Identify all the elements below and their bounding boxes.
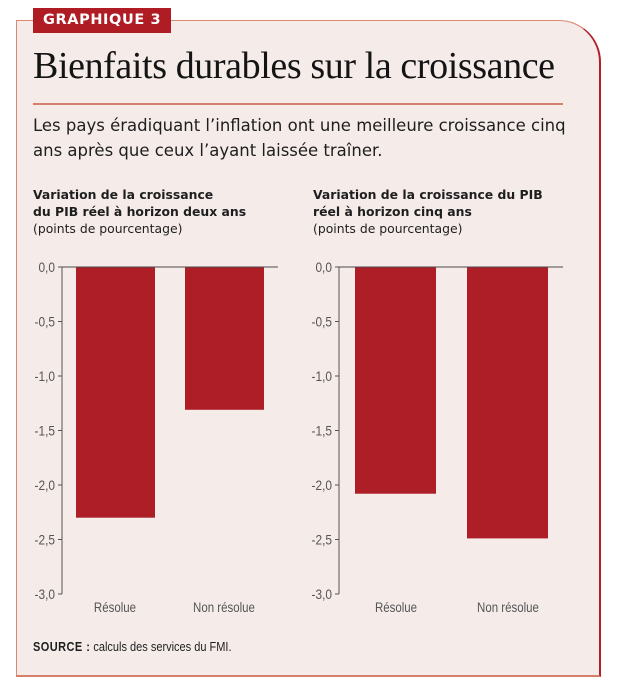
right-bar-2	[467, 267, 548, 539]
chart-title: Bienfaits durables sur la croissance	[33, 45, 555, 87]
left-bar-1	[76, 267, 155, 518]
left-y-tick-label: -3,0	[35, 586, 55, 602]
left-y-tick-label: 0,0	[38, 259, 55, 275]
right-y-tick-label: -3,0	[312, 586, 332, 602]
left-panel-title: Variation de la croissance du PIB réel à…	[33, 186, 246, 237]
right-panel-unit: (points de pourcentage)	[313, 221, 463, 236]
right-panel-title-line1: Variation de la croissance du PIB	[313, 187, 543, 202]
right-bar-1	[355, 267, 436, 494]
right-y-tick-label: -1,0	[312, 368, 332, 384]
right-panel-title: Variation de la croissance du PIB réel à…	[313, 186, 543, 237]
figure-badge: GRAPHIQUE 3	[33, 8, 172, 33]
left-bar-2	[185, 267, 264, 410]
right-y-tick-label: 0,0	[315, 259, 332, 275]
right-panel-title-line2: réel à horizon cinq ans	[313, 204, 472, 219]
right-category-label: Résolue	[375, 599, 417, 615]
right-y-tick-label: -2,5	[312, 532, 332, 548]
left-category-label: Non résolue	[193, 599, 255, 615]
left-panel-unit: (points de pourcentage)	[33, 221, 183, 236]
left-category-label: Résolue	[94, 599, 136, 615]
right-y-tick-label: -0,5	[312, 314, 332, 330]
left-y-tick-label: -1,5	[35, 423, 55, 439]
source-label: SOURCE :	[33, 640, 91, 654]
left-panel-title-line2: du PIB réel à horizon deux ans	[33, 204, 247, 219]
right-y-tick-label: -1,5	[312, 423, 332, 439]
source-note: SOURCE : calculs des services du FMI.	[33, 640, 232, 654]
title-divider	[33, 103, 563, 105]
chart-subtitle: Les pays éradiquant l’inflation ont une …	[33, 116, 566, 160]
left-y-tick-label: -0,5	[35, 314, 55, 330]
right-category-label: Non résolue	[477, 599, 539, 615]
left-y-tick-label: -1,0	[35, 368, 55, 384]
source-text: calculs des services du FMI.	[90, 640, 232, 654]
left-panel-title-line1: Variation de la croissance	[33, 187, 214, 202]
left-y-tick-label: -2,0	[35, 477, 55, 493]
right-y-tick-label: -2,0	[312, 477, 332, 493]
left-y-tick-label: -2,5	[35, 532, 55, 548]
